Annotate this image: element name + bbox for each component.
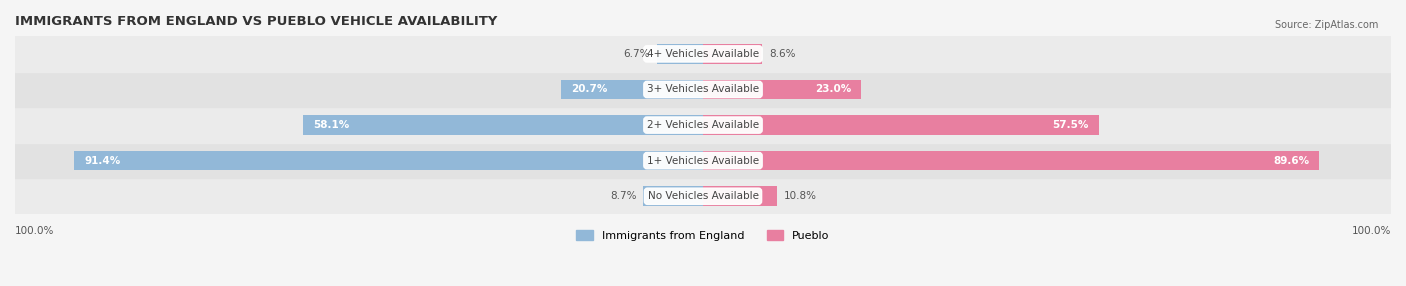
Bar <box>643 186 703 206</box>
Text: 57.5%: 57.5% <box>1052 120 1088 130</box>
Bar <box>561 80 703 99</box>
Text: 100.0%: 100.0% <box>1351 227 1391 237</box>
Text: IMMIGRANTS FROM ENGLAND VS PUEBLO VEHICLE AVAILABILITY: IMMIGRANTS FROM ENGLAND VS PUEBLO VEHICL… <box>15 15 498 28</box>
Bar <box>15 107 1391 143</box>
Bar <box>657 44 703 64</box>
Text: 3+ Vehicles Available: 3+ Vehicles Available <box>647 84 759 94</box>
Bar <box>703 115 1098 135</box>
Text: 91.4%: 91.4% <box>84 156 121 166</box>
Text: 2+ Vehicles Available: 2+ Vehicles Available <box>647 120 759 130</box>
Text: 6.7%: 6.7% <box>623 49 650 59</box>
Text: 8.6%: 8.6% <box>769 49 796 59</box>
Bar <box>15 72 1391 107</box>
Legend: Immigrants from England, Pueblo: Immigrants from England, Pueblo <box>576 230 830 241</box>
Text: 20.7%: 20.7% <box>571 84 607 94</box>
Text: 1+ Vehicles Available: 1+ Vehicles Available <box>647 156 759 166</box>
Text: 100.0%: 100.0% <box>15 227 55 237</box>
Bar <box>703 44 762 64</box>
Text: No Vehicles Available: No Vehicles Available <box>648 191 758 201</box>
Bar <box>703 186 778 206</box>
Text: 8.7%: 8.7% <box>610 191 637 201</box>
Text: 23.0%: 23.0% <box>814 84 851 94</box>
Bar <box>15 36 1391 72</box>
Text: 58.1%: 58.1% <box>314 120 350 130</box>
Text: 4+ Vehicles Available: 4+ Vehicles Available <box>647 49 759 59</box>
Bar <box>703 151 1319 170</box>
Bar <box>15 178 1391 214</box>
Bar <box>75 151 703 170</box>
Text: 89.6%: 89.6% <box>1272 156 1309 166</box>
Text: 10.8%: 10.8% <box>785 191 817 201</box>
Text: Source: ZipAtlas.com: Source: ZipAtlas.com <box>1274 20 1378 30</box>
Bar <box>304 115 703 135</box>
Bar <box>15 143 1391 178</box>
Bar <box>703 80 862 99</box>
